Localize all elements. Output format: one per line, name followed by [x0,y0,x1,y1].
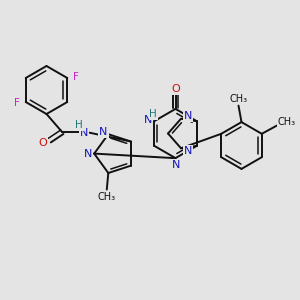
Text: CH₃: CH₃ [230,94,247,104]
Text: H: H [75,120,83,130]
Text: CH₃: CH₃ [98,192,116,202]
Text: N: N [183,111,192,121]
Text: F: F [73,71,79,82]
Text: O: O [171,84,180,94]
Text: N: N [144,115,152,125]
Text: N: N [99,127,108,137]
Text: H: H [149,109,157,119]
Text: CH₃: CH₃ [278,117,296,128]
Text: N: N [80,128,88,138]
Text: O: O [38,138,47,148]
Text: N: N [183,146,192,156]
Text: N: N [172,160,181,170]
Text: N: N [83,148,92,159]
Text: F: F [14,98,20,109]
